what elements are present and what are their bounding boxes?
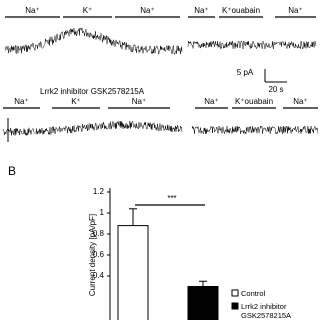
legend-swatch xyxy=(231,289,239,297)
significance: *** xyxy=(167,194,176,203)
condition-label: Na⁺ xyxy=(293,97,307,106)
y-tick-label: 0.8 xyxy=(93,229,105,238)
y-tick-label: 1 xyxy=(100,208,105,217)
condition-label: Na⁺ xyxy=(204,97,218,106)
row2-title: Lrrk2 inhibitor GSK2578215A xyxy=(40,87,145,96)
bar xyxy=(117,225,149,320)
condition-label: Na⁺ xyxy=(14,97,28,106)
y-tick-label: 0.4 xyxy=(93,271,105,280)
y-tick-label: 1.2 xyxy=(93,187,105,196)
condition-label: Na⁺ xyxy=(132,97,146,106)
condition-label: Na⁺ xyxy=(25,6,39,15)
current-trace xyxy=(2,120,183,136)
condition-label: Na⁺ xyxy=(288,6,302,15)
condition-label: K⁺ xyxy=(83,6,93,15)
scale-current: 5 pA xyxy=(237,68,254,77)
condition-label: K⁺ xyxy=(71,97,81,106)
legend-label: Control xyxy=(241,289,266,298)
legend-swatch xyxy=(231,302,239,310)
condition-label: K⁺ouabain xyxy=(222,6,260,15)
y-axis-label: Current density [pA/pF] xyxy=(88,214,97,296)
current-trace xyxy=(191,125,319,135)
y-tick-label: 0.6 xyxy=(93,250,105,259)
legend-label: Lrrk2 inhibitor GSK2578215A xyxy=(241,302,292,320)
panel-label: B xyxy=(8,164,16,178)
current-trace xyxy=(4,27,183,56)
condition-label: Na⁺ xyxy=(194,6,208,15)
scale-time: 20 s xyxy=(268,85,283,94)
condition-label: K⁺ouabain xyxy=(235,97,273,106)
bar xyxy=(187,286,219,320)
condition-label: Na⁺ xyxy=(140,6,154,15)
current-trace xyxy=(187,40,317,50)
